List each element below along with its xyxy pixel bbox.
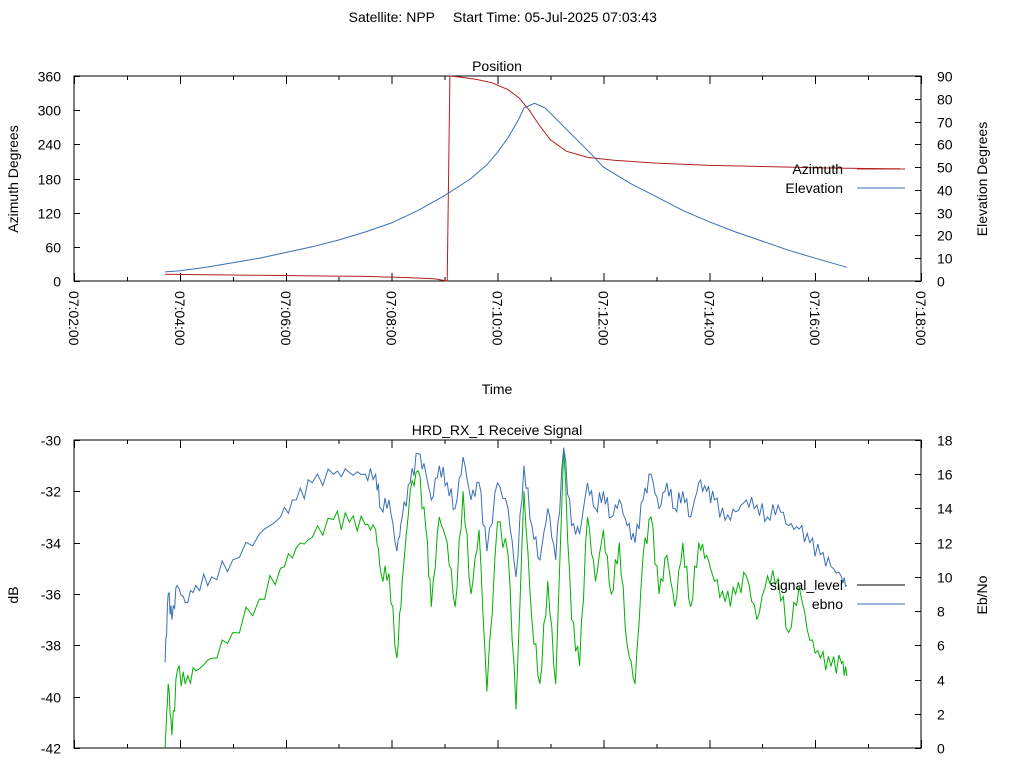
position-x-tick-label: 07:06:00	[278, 291, 294, 346]
satellite-label: Satellite: NPP	[349, 9, 435, 25]
position-y-tick-label: 120	[38, 206, 62, 222]
signal-y2-tick-label: 10	[937, 570, 953, 586]
signal-y2-tick-label: 2	[937, 707, 945, 723]
position-x-tick-label: 07:16:00	[807, 291, 823, 346]
position-y-tick-label: 60	[45, 240, 61, 256]
signal-y2-tick-label: 4	[937, 673, 945, 689]
position-chart-title: Position	[472, 58, 522, 74]
signal-y2-label: Eb/No	[974, 575, 990, 614]
position-y2-tick-label: 20	[937, 228, 953, 244]
elevation-line	[165, 102, 848, 273]
position-x-tick-label: 07:02:00	[66, 291, 82, 346]
signal-plot-border	[73, 439, 922, 749]
position-x-tick-label: 07:12:00	[595, 291, 611, 346]
signal-y-tick-label: -34	[41, 536, 61, 552]
position-y-tick-label: 360	[38, 69, 62, 85]
position-y-tick-label: 180	[38, 172, 62, 188]
position-y2-tick-label: 60	[937, 137, 953, 153]
position-y-tick-label: 300	[38, 103, 62, 119]
signal-chart-title: HRD_RX_1 Receive Signal	[412, 422, 582, 438]
signal-legend: signal_level ebno	[770, 577, 905, 612]
signal-y-tick-label: -38	[41, 638, 61, 654]
signal-y2-tick-label: 0	[937, 741, 945, 757]
position-y2-tick-label: 40	[937, 183, 953, 199]
ebno-line	[164, 448, 848, 663]
azimuth-line	[165, 75, 900, 282]
legend-azimuth-label: Azimuth	[792, 161, 843, 177]
position-plot-area: 07:02:00 07:04:00 07:06:00 07:08:00 07:10:00…	[38, 69, 953, 346]
position-x-tick-label: 07:18:00	[913, 291, 929, 346]
position-x-tick-label: 07:04:00	[172, 291, 188, 346]
start-time-label: Start Time: 05-Jul-2025 07:03:43	[453, 9, 657, 25]
signal-y-label: dB	[5, 586, 21, 603]
position-y-label: Azimuth Degrees	[5, 125, 21, 232]
position-x-tick-label: 07:14:00	[701, 291, 717, 346]
signal-y-tick-label: -40	[41, 690, 61, 706]
position-y2-tick-label: 80	[937, 92, 953, 108]
signal-y-tick-label: -30	[41, 433, 61, 449]
position-y2-tick-label: 70	[937, 115, 953, 131]
signal-y-tick-label: -42	[41, 741, 61, 757]
legend-signal-level-label: signal_level	[770, 577, 843, 593]
position-x-tick-label: 07:08:00	[384, 291, 400, 346]
signal-chart: HRD_RX_1 Receive Signal -42-40-38-36-34-…	[5, 422, 990, 757]
position-y2-label: Elevation Degrees	[974, 122, 990, 236]
signal-level-line	[164, 447, 848, 749]
position-y2-tick-label: 90	[937, 69, 953, 85]
signal-y2-tick-label: 8	[937, 604, 945, 620]
signal-y-tick-label: -36	[41, 587, 61, 603]
signal-y2-tick-label: 14	[937, 501, 953, 517]
position-x-tick-label: 07:10:00	[490, 291, 506, 346]
legend-elevation-label: Elevation	[785, 180, 843, 196]
position-y-tick-label: 240	[38, 137, 62, 153]
position-y2-tick-label: 0	[937, 274, 945, 290]
signal-plot-area: -42 -40 -38 -36 -34 -32 -30 0 2 4 6 8 10 12 14 16 18	[41, 433, 953, 757]
position-legend: Azimuth Elevation	[785, 161, 905, 196]
position-y2-tick-label: 10	[937, 251, 953, 267]
signal-y2-tick-label: 6	[937, 638, 945, 654]
position-chart: Position 07:02:00 07:04:00 07:06:00 07:08:0…	[5, 58, 990, 397]
legend-ebno-label: ebno	[812, 596, 843, 612]
signal-y2-tick-label: 16	[937, 467, 953, 483]
signal-y-tick-label: -32	[41, 484, 61, 500]
position-y2-tick-label: 30	[937, 206, 953, 222]
position-y2-tick-label: 50	[937, 160, 953, 176]
position-x-label: Time	[482, 381, 513, 397]
position-y-tick-label: 0	[53, 274, 61, 290]
signal-y2-tick-label: 18	[937, 433, 953, 449]
position-plot-border	[73, 75, 922, 282]
signal-y2-tick-label: 12	[937, 536, 953, 552]
